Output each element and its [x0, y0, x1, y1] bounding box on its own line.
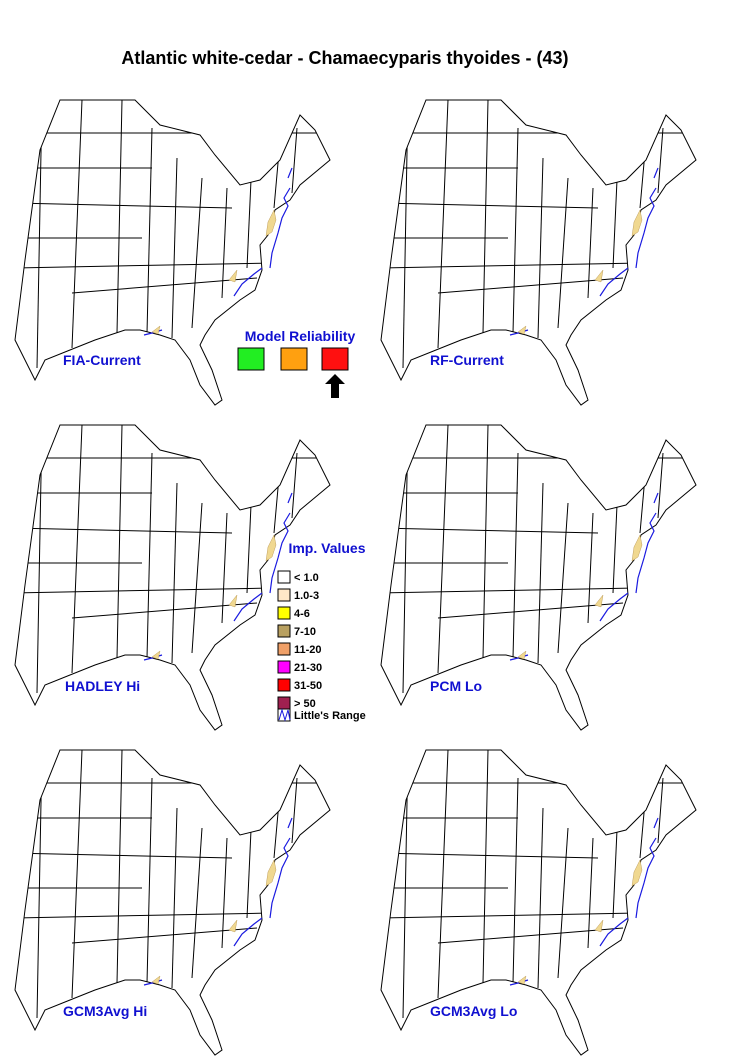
legend-swatch	[277, 570, 291, 584]
legend-title: Imp. Values	[288, 540, 365, 556]
legend-swatch	[277, 696, 291, 710]
legend-swatch	[277, 678, 291, 692]
legend-swatch	[277, 588, 291, 602]
reliability-title: Model Reliability	[245, 328, 356, 344]
reliability-box	[321, 347, 349, 371]
legend-swatch	[277, 660, 291, 674]
legend-label: 21-30	[294, 662, 322, 674]
legend-label: < 1.0	[294, 572, 319, 584]
map-panel	[378, 748, 708, 1055]
legend-label: Little's Range	[294, 710, 366, 722]
map-panel	[378, 423, 708, 730]
panel-label: GCM3Avg Lo	[430, 1003, 517, 1019]
legend-swatch	[277, 642, 291, 656]
reliability-box	[237, 347, 265, 371]
range-icon	[278, 708, 291, 722]
map-panel	[378, 98, 708, 405]
legend-swatch	[277, 606, 291, 620]
map-panel	[12, 748, 342, 1055]
map-panel	[12, 423, 342, 730]
legend-label: 4-6	[294, 608, 310, 620]
panel-label: PCM Lo	[430, 678, 482, 694]
panel-label: FIA-Current	[63, 352, 141, 368]
legend-swatch	[277, 624, 291, 638]
legend-label: 31-50	[294, 680, 322, 692]
legend: < 1.0 1.0-3 4-6 7-10 11-20 21-30 31-50 >…	[277, 570, 366, 722]
legend-label: 11-20	[294, 644, 322, 656]
reliability-box	[280, 347, 308, 371]
legend-label: > 50	[294, 698, 316, 710]
panel-label: GCM3Avg Hi	[63, 1003, 147, 1019]
legend-label: 1.0-3	[294, 590, 319, 602]
panel-label: RF-Current	[430, 352, 504, 368]
reliability-arrow	[325, 374, 345, 398]
legend-label: 7-10	[294, 626, 316, 638]
panel-label: HADLEY Hi	[65, 678, 140, 694]
title: Atlantic white-cedar - Chamaecyparis thy…	[121, 48, 568, 68]
